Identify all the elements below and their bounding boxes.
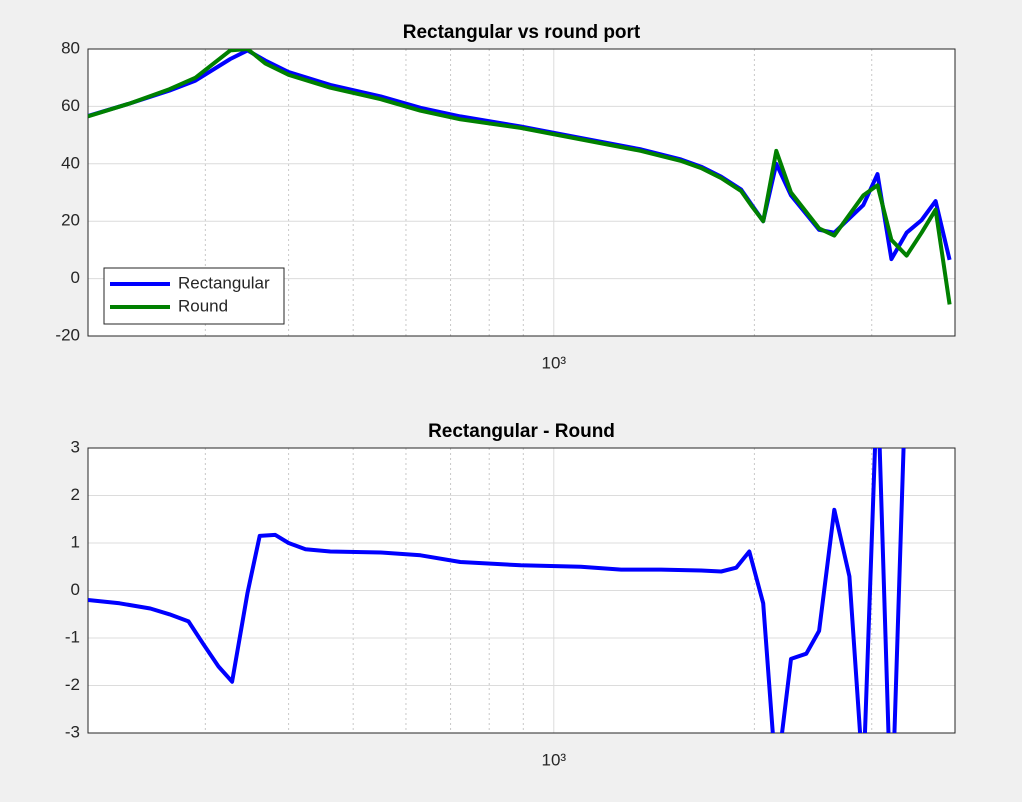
y-tick-label: 60 <box>61 96 80 115</box>
y-tick-label: -2 <box>65 675 80 694</box>
x-tick-label: 10³ <box>542 353 567 372</box>
y-tick-label: 0 <box>71 268 80 287</box>
legend-box <box>103 267 285 325</box>
chart-title: Rectangular vs round port <box>403 22 641 43</box>
y-tick-label: 3 <box>71 437 80 456</box>
series-line <box>88 448 906 733</box>
axes-box <box>87 48 956 337</box>
y-tick-label: -3 <box>65 722 80 741</box>
x-tick-label: 10³ <box>542 750 567 769</box>
y-tick-label: -1 <box>65 627 80 646</box>
y-tick-label: 80 <box>61 38 80 57</box>
legend-label: Round <box>178 296 228 315</box>
y-tick-label: 0 <box>71 580 80 599</box>
y-tick-label: 2 <box>71 485 80 504</box>
y-tick-label: 20 <box>61 211 80 230</box>
y-tick-label: 1 <box>71 532 80 551</box>
chart-title: Rectangular - Round <box>428 421 615 442</box>
y-tick-label: -20 <box>55 325 80 344</box>
legend-label: Rectangular <box>178 273 270 292</box>
axes-box <box>87 447 956 734</box>
y-tick-label: 40 <box>61 153 80 172</box>
series-line <box>88 49 952 305</box>
